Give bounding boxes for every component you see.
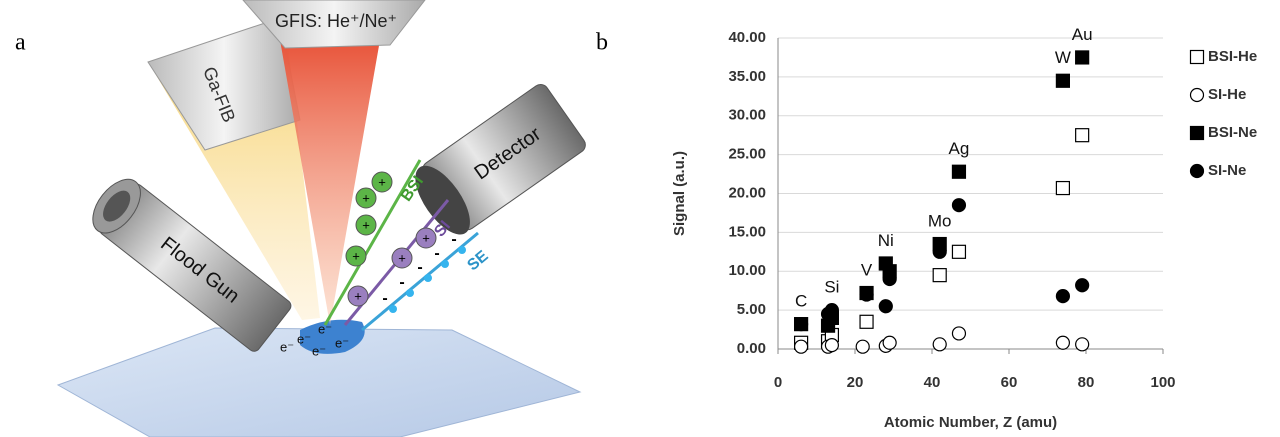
ion xyxy=(415,227,437,249)
electron-label: e⁻ xyxy=(297,331,311,346)
point xyxy=(824,338,840,353)
gfis-beam xyxy=(280,40,380,325)
y-tick-label: 25.00 xyxy=(728,146,766,163)
y-tick-label: 35.00 xyxy=(728,68,766,85)
element-label: V xyxy=(861,261,873,280)
sample-plate xyxy=(56,327,582,437)
point xyxy=(1075,278,1090,293)
electron-label: e⁻ xyxy=(312,343,326,358)
electron xyxy=(389,305,397,313)
gfis-cone xyxy=(242,0,426,49)
point xyxy=(1055,180,1071,196)
x-tick-label: 60 xyxy=(1001,374,1018,391)
point xyxy=(859,287,874,302)
y-axis-title: Signal (a.u.) xyxy=(671,151,688,236)
ion-sign: + xyxy=(354,288,362,303)
x-tick-label: 0 xyxy=(774,374,782,391)
element-label: Ni xyxy=(878,231,894,250)
bsi-arrow xyxy=(323,159,422,326)
point xyxy=(878,299,893,314)
point xyxy=(793,317,809,332)
x-tick-label: 100 xyxy=(1150,374,1175,391)
ion-sign: + xyxy=(362,190,370,205)
legend-label: SI-Ne xyxy=(1208,162,1246,179)
detector: Detector xyxy=(415,83,586,235)
x-axis-title: Atomic Number, Z (amu) xyxy=(884,414,1057,431)
y-tick-label: 40.00 xyxy=(728,29,766,46)
element-label: Si xyxy=(824,278,839,297)
electron-label: e⁻ xyxy=(280,339,294,354)
beam-label: GFIS: He⁺/Ne⁺ xyxy=(275,11,397,31)
point xyxy=(859,314,874,329)
legend-marker xyxy=(1189,163,1205,179)
element-label: C xyxy=(795,292,807,311)
element-label: Ag xyxy=(949,139,970,158)
x-tick-label: 20 xyxy=(847,374,864,391)
y-tick-label: 0.00 xyxy=(737,340,766,357)
panel-label: a xyxy=(15,30,26,56)
point xyxy=(1075,50,1090,65)
panel-label: b xyxy=(596,30,608,56)
x-tick-label: 80 xyxy=(1078,374,1095,391)
ion xyxy=(391,247,413,269)
point xyxy=(1075,337,1090,352)
legend-marker xyxy=(1189,49,1205,65)
y-tick-label: 15.00 xyxy=(728,223,766,240)
point xyxy=(932,244,947,259)
ion xyxy=(347,285,369,307)
point xyxy=(951,244,967,259)
point xyxy=(882,335,897,350)
point xyxy=(951,164,967,179)
point xyxy=(882,271,897,287)
y-tick-label: 5.00 xyxy=(737,301,766,318)
point xyxy=(932,268,947,283)
ion-sign: + xyxy=(422,230,430,245)
point xyxy=(1055,289,1071,304)
element-label: W xyxy=(1055,48,1071,67)
element-label: Au xyxy=(1072,25,1093,44)
legend-label: BSI-He xyxy=(1208,48,1257,65)
point xyxy=(951,326,967,341)
ion-sign: + xyxy=(352,248,360,263)
flood-gun: Flood Gun xyxy=(92,178,292,352)
electron xyxy=(424,274,432,282)
legend-marker xyxy=(1189,87,1205,103)
y-tick-label: 20.00 xyxy=(728,184,766,201)
ion xyxy=(355,214,377,236)
electron-label: e⁻ xyxy=(318,321,332,336)
electron xyxy=(441,260,449,268)
ion-sign: + xyxy=(362,217,370,232)
electron-sign: - xyxy=(382,290,387,307)
legend-marker xyxy=(1189,125,1205,141)
point xyxy=(951,198,967,213)
legend-label: SI-He xyxy=(1208,86,1246,103)
electron xyxy=(458,246,466,254)
ion xyxy=(345,245,367,267)
element-label: Mo xyxy=(928,212,952,231)
y-tick-label: 10.00 xyxy=(728,262,766,279)
x-tick-label: 40 xyxy=(924,374,941,391)
ion xyxy=(355,187,377,209)
ion xyxy=(371,171,393,193)
y-tick-label: 30.00 xyxy=(728,107,766,124)
point xyxy=(1055,335,1071,350)
ion-sign: + xyxy=(398,250,406,265)
point xyxy=(1075,128,1090,143)
legend-label: BSI-Ne xyxy=(1208,124,1257,141)
impact-spot xyxy=(300,319,365,354)
stream-label: SE xyxy=(464,247,492,274)
point xyxy=(793,339,809,354)
electron-label: e⁻ xyxy=(335,335,349,350)
electron xyxy=(406,289,414,297)
ion-sign: + xyxy=(378,174,386,189)
point xyxy=(855,339,870,354)
point xyxy=(824,303,840,318)
point xyxy=(1055,73,1071,88)
electron-sign: - xyxy=(417,259,422,276)
electron-sign: - xyxy=(451,231,456,248)
electron-sign: - xyxy=(399,274,404,291)
electron-sign: - xyxy=(434,245,439,262)
point xyxy=(932,337,947,352)
